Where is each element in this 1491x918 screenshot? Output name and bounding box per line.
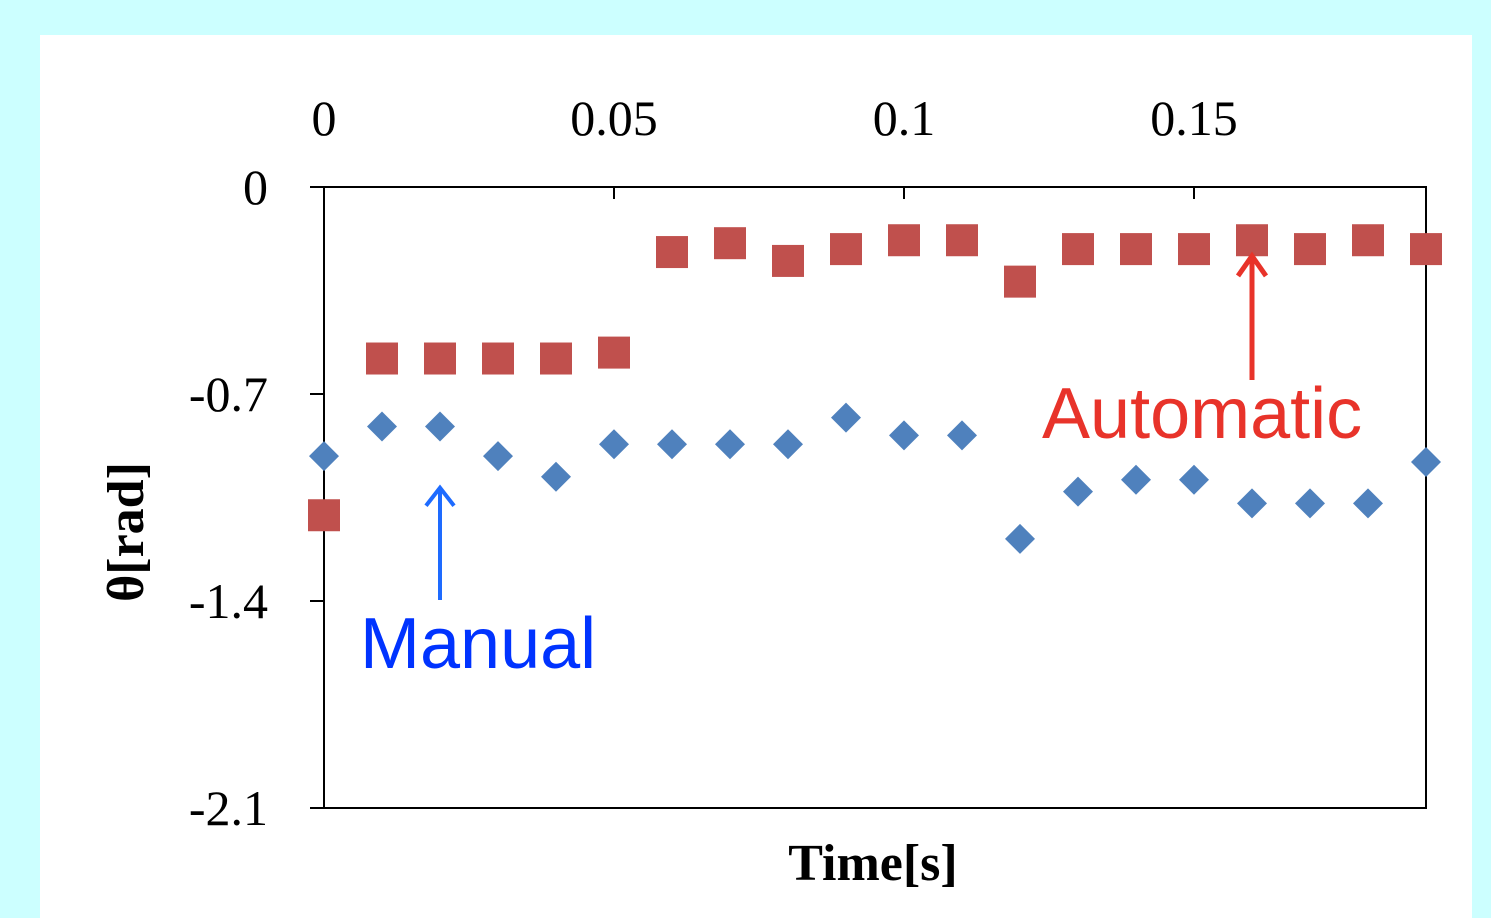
data-point-manual bbox=[1353, 488, 1383, 519]
data-point-automatic bbox=[308, 499, 340, 532]
annotation-automatic: Automatic bbox=[1042, 374, 1362, 454]
automatic-arrowhead bbox=[1235, 251, 1269, 278]
data-point-automatic bbox=[366, 342, 398, 375]
data-point-manual bbox=[947, 420, 977, 451]
data-point-manual bbox=[599, 429, 629, 460]
x-tick-label: 0.15 bbox=[1150, 90, 1238, 146]
data-point-automatic bbox=[1120, 233, 1152, 266]
scatter-chart: 0 0.05 0.1 0.15 0 -0.7 -1.4 -2.1 Manual Automati… bbox=[98, 90, 1442, 892]
annotations: Manual Automatic bbox=[360, 251, 1362, 684]
chart-panel: 0 0.05 0.1 0.15 0 -0.7 -1.4 -2.1 Manual Automati… bbox=[40, 35, 1472, 918]
data-point-manual bbox=[1005, 523, 1035, 554]
x-tick-label: 0.1 bbox=[873, 90, 936, 146]
data-point-automatic bbox=[1294, 233, 1326, 266]
data-point-automatic bbox=[540, 342, 572, 375]
y-axis-title: θ[rad] bbox=[98, 462, 155, 602]
data-point-automatic bbox=[772, 244, 804, 277]
data-point-manual bbox=[715, 429, 745, 460]
plot-frame bbox=[323, 186, 1427, 809]
data-point-automatic bbox=[1178, 233, 1210, 266]
data-point-automatic bbox=[1236, 224, 1268, 257]
data-point-manual bbox=[831, 402, 861, 433]
manual-arrowhead bbox=[424, 484, 456, 507]
data-point-manual bbox=[657, 429, 687, 460]
data-point-automatic bbox=[656, 236, 688, 269]
data-point-manual bbox=[309, 441, 339, 472]
x-axis-title: Time[s] bbox=[788, 835, 957, 892]
data-point-automatic bbox=[482, 342, 514, 375]
data-point-manual bbox=[1237, 488, 1267, 519]
x-tick-label: 0.05 bbox=[570, 90, 658, 146]
x-tick-label: 0 bbox=[312, 90, 337, 146]
data-point-manual bbox=[773, 429, 803, 460]
data-point-manual bbox=[1121, 464, 1151, 495]
data-point-automatic bbox=[1410, 233, 1442, 266]
data-points bbox=[308, 224, 1442, 554]
data-point-manual bbox=[425, 411, 455, 442]
data-point-manual bbox=[367, 411, 397, 442]
tick-labels: 0 0.05 0.1 0.15 0 -0.7 -1.4 -2.1 bbox=[189, 90, 1238, 836]
data-point-manual bbox=[1063, 476, 1093, 507]
y-tick-label: -2.1 bbox=[189, 780, 268, 836]
data-point-automatic bbox=[714, 227, 746, 260]
data-point-automatic bbox=[424, 342, 456, 375]
data-point-manual bbox=[889, 420, 919, 451]
y-tick-label: -0.7 bbox=[189, 366, 268, 422]
axes bbox=[310, 186, 1427, 809]
data-point-manual bbox=[1295, 488, 1325, 519]
data-point-manual bbox=[1411, 447, 1441, 478]
data-point-automatic bbox=[888, 224, 920, 257]
data-point-automatic bbox=[946, 224, 978, 257]
y-tick-label: 0 bbox=[243, 159, 268, 215]
y-tick-label: -1.4 bbox=[189, 573, 268, 629]
data-point-automatic bbox=[1352, 224, 1384, 257]
data-point-automatic bbox=[1062, 233, 1094, 266]
data-point-automatic bbox=[598, 336, 630, 369]
annotation-manual: Manual bbox=[360, 604, 596, 684]
data-point-manual bbox=[1179, 464, 1209, 495]
data-point-manual bbox=[541, 461, 571, 492]
data-point-manual bbox=[483, 441, 513, 472]
data-point-automatic bbox=[830, 233, 862, 266]
data-point-automatic bbox=[1004, 265, 1036, 298]
